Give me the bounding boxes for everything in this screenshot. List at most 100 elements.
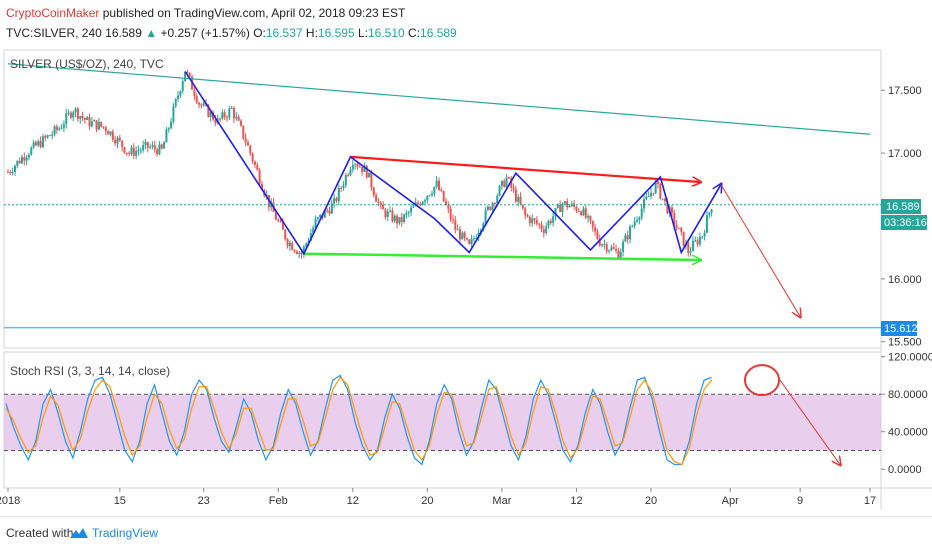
candle-body	[370, 172, 373, 188]
candle-body	[309, 233, 312, 241]
candle-body	[680, 227, 683, 232]
time-axis[interactable]: 2018 15 23 Feb 12 20 Mar 12 20 Apr 9 17	[0, 488, 876, 507]
candle-body	[139, 150, 142, 152]
candle-body	[51, 134, 54, 136]
candle-body	[279, 220, 282, 222]
candle-body	[130, 147, 133, 154]
candle-body	[640, 208, 643, 218]
candle-body	[382, 204, 385, 210]
candle-body	[645, 196, 648, 200]
candle-body	[391, 210, 394, 222]
candle-body	[219, 118, 222, 120]
close-value: 16.589	[420, 26, 457, 40]
support-line[interactable]	[303, 252, 700, 260]
candle-body	[431, 193, 434, 196]
candle-body	[27, 154, 30, 158]
candle-body	[46, 135, 49, 138]
candle-body	[463, 232, 466, 238]
candle-body	[90, 121, 93, 127]
time-tick-label: Feb	[269, 495, 288, 507]
candle-body	[398, 217, 401, 224]
candle-body	[340, 187, 343, 189]
candle-body	[23, 157, 26, 161]
candle-body	[146, 142, 149, 148]
price-pane[interactable]	[3, 49, 882, 349]
candle-body	[687, 243, 690, 253]
rsi-tick-label: 40.0000	[888, 427, 928, 439]
candle-body	[424, 200, 427, 202]
candle-body	[100, 121, 103, 127]
price-projection-arrow[interactable]	[720, 184, 800, 317]
candle-body	[37, 141, 40, 146]
candle-body	[556, 204, 559, 208]
price-axis[interactable]: 17.500 17.000 16.000 15.500	[881, 85, 922, 349]
candle-body	[48, 135, 51, 137]
candle-body	[354, 164, 357, 166]
candle-body	[624, 235, 627, 242]
candle-body	[542, 229, 545, 234]
candle-body	[188, 72, 191, 77]
candle-body	[79, 116, 82, 119]
candle-body	[184, 72, 187, 82]
candle-body	[584, 208, 587, 218]
candle-body	[403, 214, 406, 223]
candle-body	[181, 81, 184, 92]
rsi-projection-arrow[interactable]	[779, 379, 840, 464]
candle-body	[151, 145, 154, 147]
candle-body	[342, 185, 345, 188]
candle-body	[62, 124, 65, 128]
tradingview-brand-link[interactable]: TradingView	[92, 526, 159, 540]
candle-body	[167, 127, 170, 130]
candle-body	[305, 243, 308, 247]
candle-body	[710, 209, 713, 213]
candle-body	[165, 129, 168, 143]
candle-body	[118, 137, 121, 141]
publisher-line: CryptoCoinMaker published on TradingView…	[6, 6, 405, 20]
rsi-lines-group	[5, 374, 713, 466]
resistance-line[interactable]	[350, 155, 699, 182]
candle-body	[482, 223, 485, 230]
price-tick-label: 17.000	[888, 148, 922, 160]
candle-body	[200, 104, 203, 106]
candle-body	[612, 247, 615, 249]
author-link[interactable]: CryptoCoinMaker	[6, 6, 100, 20]
candle-body	[104, 127, 107, 132]
candle-body	[412, 206, 415, 208]
candle-body	[570, 203, 573, 206]
candle-body	[333, 198, 336, 204]
candle-body	[573, 203, 576, 207]
candle-body	[242, 125, 245, 139]
candle-body	[449, 208, 452, 220]
zigzag-pattern[interactable]	[184, 70, 721, 256]
candle-body	[158, 144, 161, 155]
candle-body	[465, 237, 468, 240]
published-text: published on TradingView.com, April 02, …	[102, 6, 406, 20]
close-label: C:	[408, 26, 421, 40]
candle-body	[650, 192, 653, 197]
candle-body	[193, 89, 196, 97]
candle-body	[288, 242, 291, 247]
candle-body	[223, 112, 226, 118]
candle-body	[512, 187, 515, 190]
tradingview-logo-icon[interactable]	[70, 527, 88, 539]
descending-trendline[interactable]	[7, 63, 871, 135]
candle-body	[83, 117, 86, 120]
candle-body	[594, 227, 597, 232]
candle-body	[60, 127, 63, 129]
candle-body	[328, 210, 331, 214]
candle-body	[156, 149, 159, 155]
stoch-rsi-k-line	[5, 374, 712, 466]
candle-body	[330, 203, 333, 214]
candle-body	[675, 225, 678, 228]
candle-body	[221, 112, 224, 119]
candle-body	[379, 202, 382, 205]
candle-body	[547, 220, 550, 227]
candle-body	[249, 145, 252, 154]
overbought-circle-highlight[interactable]	[744, 364, 780, 397]
candle-body	[363, 165, 366, 172]
candle-body	[659, 184, 662, 199]
rsi-axis[interactable]: 120.0000 80.0000 40.0000 0.0000	[881, 352, 932, 477]
symbol-name[interactable]: TVC:SILVER, 240	[6, 26, 102, 40]
candle-body	[7, 171, 9, 173]
